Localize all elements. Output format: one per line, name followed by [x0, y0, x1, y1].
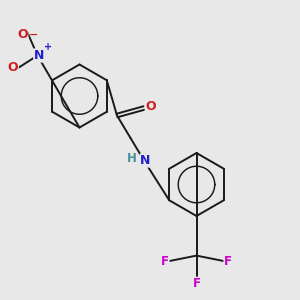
Text: F: F — [161, 255, 169, 268]
Text: O: O — [17, 28, 28, 41]
Text: O: O — [145, 100, 156, 113]
Text: N: N — [140, 154, 151, 167]
Text: F: F — [224, 255, 232, 268]
Text: +: + — [44, 42, 52, 52]
Text: H: H — [127, 152, 136, 166]
Text: F: F — [193, 277, 200, 290]
Text: −: − — [28, 29, 38, 40]
Text: N: N — [34, 49, 44, 62]
Text: O: O — [8, 61, 18, 74]
